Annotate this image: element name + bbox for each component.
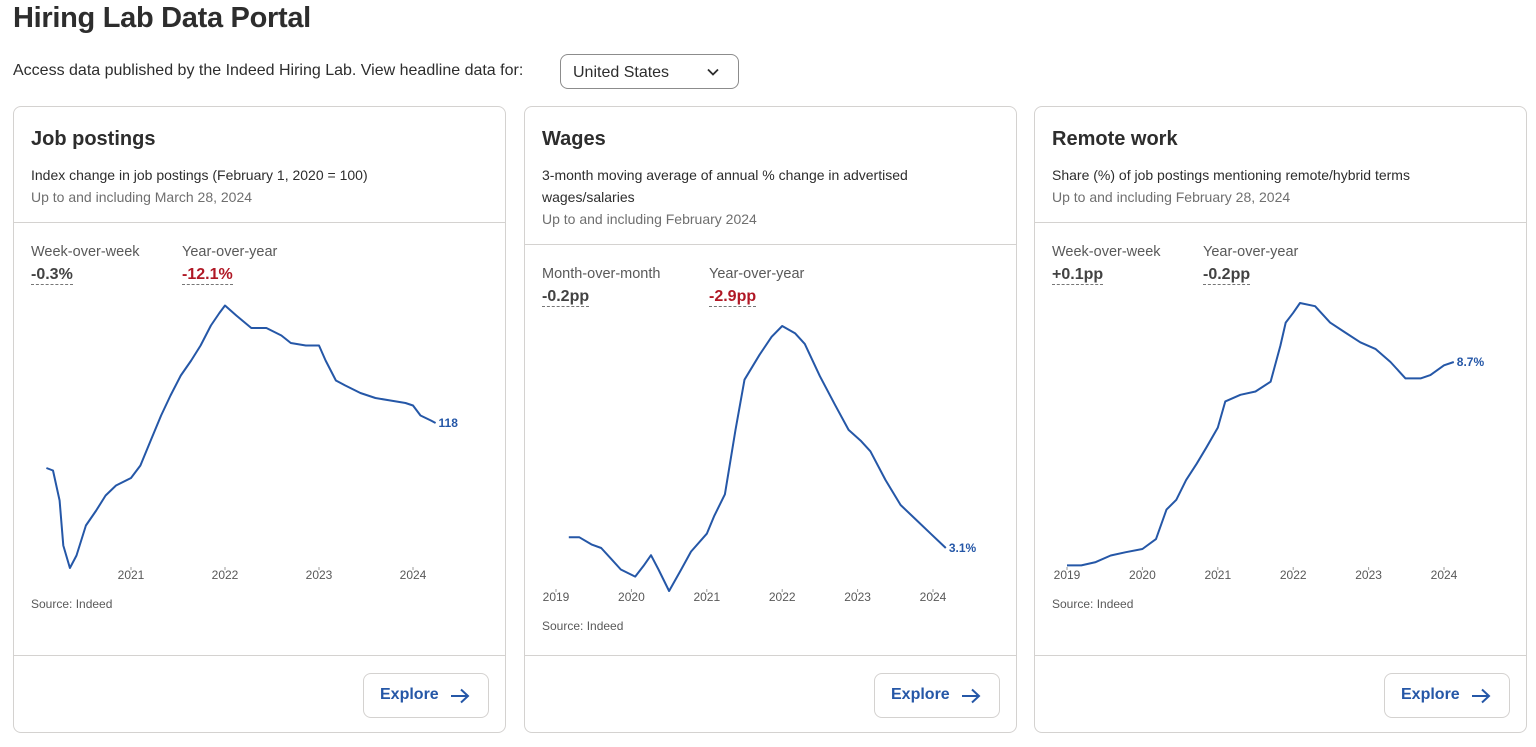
stat-year-over-year: Year-over-year -2.9pp xyxy=(709,266,804,307)
job-postings-chart: 2021 2022 2023 2024 118 xyxy=(46,304,459,582)
arrow-right-icon xyxy=(1472,688,1491,704)
x-tick-label: 2021 xyxy=(693,590,720,604)
x-tick-label: 2021 xyxy=(1204,568,1231,582)
stat-label: Week-over-week xyxy=(31,244,140,260)
card-updated: Up to and including March 28, 2024 xyxy=(31,189,253,205)
stat-week-over-week: Week-over-week +0.1pp xyxy=(1052,244,1161,285)
stat-value[interactable]: +0.1pp xyxy=(1052,266,1104,285)
explore-button[interactable]: Explore xyxy=(363,673,489,718)
series-line xyxy=(1067,302,1455,567)
intro-text: Access data published by the Indeed Hiri… xyxy=(13,62,524,79)
stat-year-over-year: Year-over-year -12.1% xyxy=(182,244,277,285)
stat-label: Year-over-year xyxy=(182,244,278,260)
card-title: Job postings xyxy=(31,128,156,150)
wages-chart: 2019 2020 2021 2022 2023 2024 3.1% xyxy=(543,325,977,604)
explore-label: Explore xyxy=(380,686,439,703)
x-tick-label: 2022 xyxy=(769,590,796,604)
stat-value[interactable]: -0.2pp xyxy=(542,288,590,307)
x-tick-label: 2022 xyxy=(212,568,239,582)
x-tick-label: 2019 xyxy=(1054,568,1081,582)
end-value-label: 3.1% xyxy=(949,541,977,555)
arrow-right-icon xyxy=(451,688,470,704)
card-title: Remote work xyxy=(1052,128,1178,150)
x-tick-label: 2024 xyxy=(1431,568,1458,582)
x-tick-label: 2019 xyxy=(543,590,570,604)
x-tick-label: 2024 xyxy=(400,568,427,582)
source-note: Source: Indeed xyxy=(1052,597,1134,611)
card-description-text: Index change in job postings (February 1… xyxy=(31,167,368,183)
divider xyxy=(525,244,1016,245)
country-select[interactable]: United States xyxy=(560,54,739,89)
card-description: Share (%) of job postings mentioning rem… xyxy=(1052,164,1492,208)
card-description: 3-month moving average of annual % chang… xyxy=(542,164,982,230)
x-tick-label: 2023 xyxy=(306,568,333,582)
divider xyxy=(14,222,505,223)
source-note: Source: Indeed xyxy=(31,597,113,611)
card-wages: Wages 3-month moving average of annual %… xyxy=(524,106,1017,733)
stat-value[interactable]: -12.1% xyxy=(182,266,233,285)
explore-button[interactable]: Explore xyxy=(1384,673,1510,718)
card-updated: Up to and including February 28, 2024 xyxy=(1052,189,1291,205)
stat-month-over-month: Month-over-month -0.2pp xyxy=(542,266,660,307)
explore-label: Explore xyxy=(1401,686,1460,703)
stat-value[interactable]: -0.3% xyxy=(31,266,73,285)
x-tick-label: 2021 xyxy=(118,568,145,582)
card-job-postings: Job postings Index change in job posting… xyxy=(13,106,506,733)
divider xyxy=(1035,655,1526,656)
stat-label: Month-over-month xyxy=(542,266,661,282)
remote-work-chart: 2019 2020 2021 2022 2023 2024 8.7% xyxy=(1054,302,1485,582)
stat-week-over-week: Week-over-week -0.3% xyxy=(31,244,140,285)
chevron-down-icon xyxy=(707,68,719,76)
series-line xyxy=(46,304,437,569)
x-tick-label: 2024 xyxy=(920,590,947,604)
stat-value[interactable]: -2.9pp xyxy=(709,288,757,307)
card-remote-work: Remote work Share (%) of job postings me… xyxy=(1034,106,1527,733)
explore-button[interactable]: Explore xyxy=(874,673,1000,718)
arrow-right-icon xyxy=(962,688,981,704)
x-tick-label: 2022 xyxy=(1280,568,1307,582)
card-description: Index change in job postings (February 1… xyxy=(31,164,471,208)
divider xyxy=(525,655,1016,656)
divider xyxy=(1035,222,1526,223)
stat-value[interactable]: -0.2pp xyxy=(1203,266,1251,285)
stat-label: Year-over-year xyxy=(709,266,805,282)
source-note: Source: Indeed xyxy=(542,619,624,633)
explore-label: Explore xyxy=(891,686,950,703)
end-value-label: 118 xyxy=(439,416,459,430)
x-tick-label: 2023 xyxy=(844,590,871,604)
stat-year-over-year: Year-over-year -0.2pp xyxy=(1203,244,1298,285)
page-title: Hiring Lab Data Portal xyxy=(13,2,311,34)
series-line xyxy=(568,325,947,592)
country-select-value: United States xyxy=(573,64,670,81)
stat-label: Year-over-year xyxy=(1203,244,1299,260)
card-title: Wages xyxy=(542,128,606,150)
x-tick-label: 2020 xyxy=(1129,568,1156,582)
stat-label: Week-over-week xyxy=(1052,244,1161,260)
x-tick-label: 2020 xyxy=(618,590,645,604)
end-value-label: 8.7% xyxy=(1457,355,1485,369)
card-description-text: Share (%) of job postings mentioning rem… xyxy=(1052,167,1410,183)
card-description-text: 3-month moving average of annual % chang… xyxy=(542,167,908,205)
x-tick-label: 2023 xyxy=(1355,568,1382,582)
divider xyxy=(14,655,505,656)
card-updated: Up to and including February 2024 xyxy=(542,211,757,227)
